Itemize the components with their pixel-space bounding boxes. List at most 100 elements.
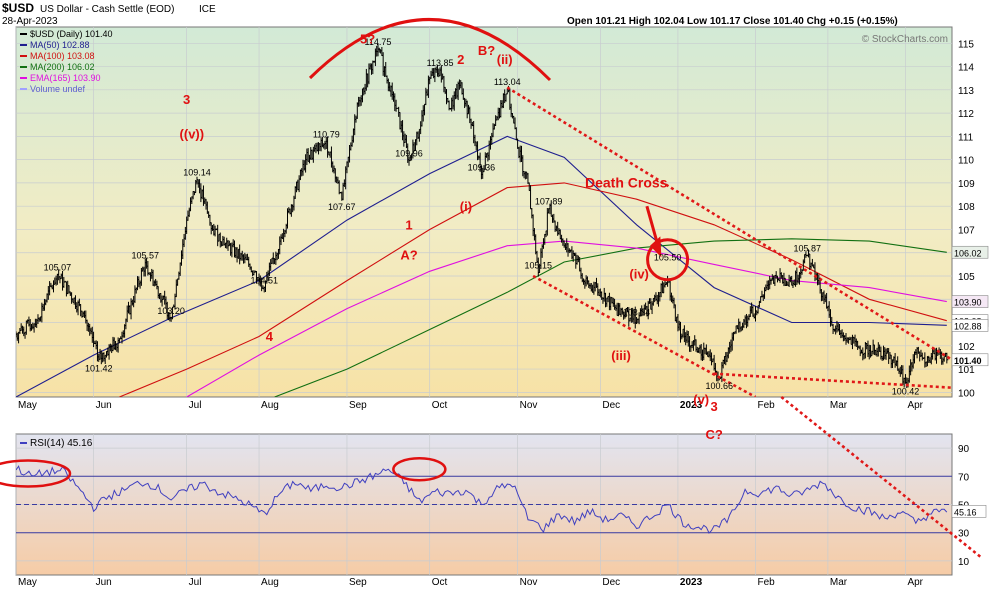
price-label: 107.67 — [328, 202, 356, 212]
value-tag — [951, 353, 989, 367]
y-tick-label: 70 — [958, 472, 970, 483]
x-tick-label: Nov — [520, 400, 538, 411]
price-label: 105.57 — [132, 251, 160, 261]
instrument-name: US Dollar - Cash Settle (EOD) — [40, 4, 174, 15]
x-tick-label: Feb — [757, 577, 775, 588]
price-label: 105.15 — [525, 261, 553, 271]
legend-entry: $USD (Daily) 101.40 — [30, 29, 113, 39]
top-arc — [308, 18, 552, 82]
wave-annotation: Death Cross — [585, 175, 668, 191]
y-tick-label: 111 — [958, 132, 974, 143]
y-tick-label: 30 — [958, 529, 970, 540]
price-label: 107.89 — [535, 197, 563, 207]
chart-decorations — [0, 18, 690, 488]
legend-entry: MA(100) 103.08 — [30, 51, 95, 61]
channel-upper-line — [506, 86, 952, 361]
watermark: © StockCharts.com — [862, 34, 948, 45]
y-tick-label: 105 — [958, 272, 975, 283]
trend-channel — [506, 86, 952, 397]
value-tag — [951, 319, 989, 332]
y-tick-label: 100 — [958, 388, 975, 399]
x-tick-label: May — [18, 400, 37, 411]
wave-annotation: (v) — [693, 392, 709, 407]
price-label: 110.79 — [313, 129, 340, 139]
price-label: 109.14 — [183, 168, 211, 178]
price-label: 114.75 — [365, 37, 392, 47]
rsi-series — [16, 465, 948, 534]
legend-entry: EMA(165) 103.90 — [30, 73, 101, 83]
y-tick-label: 101 — [958, 365, 975, 376]
wave-annotation: A? — [400, 248, 417, 263]
x-tick-label: Apr — [907, 400, 923, 411]
wave-annotations: 5? 2 B?(ii) 3 ((v)) 1 A? (i) 4 Death Cross (iv) (ii… — [180, 31, 723, 442]
x-tick-label: Sep — [349, 577, 367, 588]
wave-annotation: (iv) — [629, 266, 649, 281]
price-label: 100.42 — [892, 387, 920, 397]
rsi-trend-line — [780, 395, 983, 560]
wave-annotation: C? — [705, 427, 722, 442]
y-tick-label: 10 — [958, 557, 970, 568]
rsi-overbought-oval — [0, 459, 72, 488]
price-label: 103.14 — [623, 307, 651, 317]
x-tick-label: Mar — [830, 400, 848, 411]
x-tick-label: May — [18, 577, 37, 588]
y-tick-label: 114 — [958, 63, 974, 74]
wave-annotation: 1 — [405, 217, 412, 232]
price-label: 105.87 — [793, 244, 821, 254]
x-tick-label: Mar — [830, 577, 848, 588]
arrow-head — [649, 236, 662, 258]
wave-annotation: (iii) — [611, 348, 631, 363]
value-tag — [951, 245, 989, 259]
y-tick-label: 115 — [958, 39, 974, 50]
price-label: 113.85 — [427, 58, 454, 68]
x-tick-label: Aug — [261, 577, 279, 588]
wave-annotation: ((v)) — [180, 127, 205, 142]
value-tag-label: 101.40 — [954, 356, 982, 366]
symbol: $USD — [2, 1, 34, 15]
x-tick-label: Aug — [261, 400, 279, 411]
legend-entry: MA(50) 102.88 — [30, 40, 90, 50]
y-tick-label: 109 — [958, 179, 975, 190]
x-tick-label: Oct — [432, 400, 448, 411]
x-tick-label: Dec — [602, 577, 620, 588]
svg-text:RSI(14) 45.16: RSI(14) 45.16 — [30, 438, 93, 449]
y-tick-label: 113 — [958, 86, 974, 97]
x-axis-ticks: May May Jun Jun Jul Jul Aug Aug Sep Sep Oct Oct Nov N… — [18, 400, 924, 588]
series-line-ma-100- — [119, 182, 947, 397]
death-cross-circle — [646, 238, 690, 282]
y-tick-label: 108 — [958, 202, 975, 213]
x-tick-label: Nov — [520, 577, 538, 588]
x-tick-label: Jul — [189, 577, 202, 588]
rsi-line — [16, 465, 948, 534]
value-tag-label: 103.90 — [954, 298, 982, 308]
rsi-tag — [951, 505, 987, 518]
rsi-trend-line — [780, 395, 983, 560]
y-tick-label: 90 — [958, 444, 970, 455]
rsi-legend: RSI(14) 45.16 — [20, 438, 93, 449]
exchange: ICE — [199, 4, 216, 15]
price-label: 113.04 — [494, 77, 521, 87]
price-series — [16, 43, 949, 388]
price-label: 101.42 — [85, 363, 113, 373]
price-label: 100.66 — [706, 381, 734, 391]
x-tick-label: 2023 — [680, 400, 703, 411]
x-tick-label: Dec — [602, 400, 620, 411]
rsi-overbought-oval — [392, 457, 447, 482]
price-label: 103.20 — [157, 306, 185, 316]
wave-annotation: (ii) — [497, 52, 513, 67]
x-tick-label: Jun — [96, 400, 112, 411]
chart-date: 28-Apr-2023 — [2, 16, 58, 27]
wave-annotation: (i) — [460, 199, 472, 214]
price-label: 105.07 — [44, 262, 72, 272]
x-tick-label: Apr — [907, 577, 923, 588]
x-tick-label: Jul — [189, 400, 202, 411]
wave-annotation: 5? — [360, 31, 375, 46]
price-label: 105.50 — [654, 252, 682, 262]
price-panel — [15, 26, 953, 398]
legend-entry: Volume undef — [30, 84, 86, 94]
wave-annotation: 3 — [711, 399, 718, 414]
y-tick-label: 110 — [958, 156, 974, 167]
